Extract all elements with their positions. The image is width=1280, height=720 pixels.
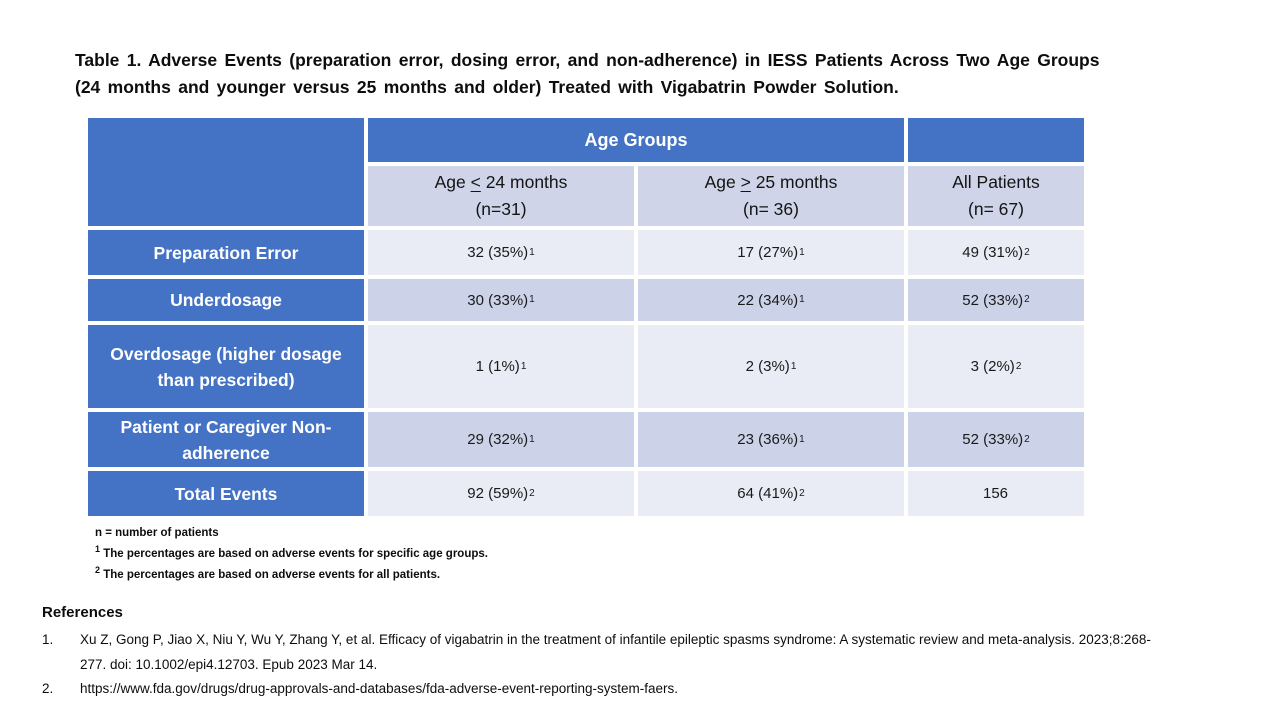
reference-url: https://www.fda.gov/drugs/drug-approvals… — [80, 681, 679, 696]
footnote-n: n = number of patients — [95, 526, 219, 539]
table-cell: 156 — [908, 471, 1084, 516]
header-stub-cell — [88, 118, 364, 226]
table-cell: 52 (33%) 2 — [908, 279, 1084, 321]
reference-item: 1. Xu Z, Gong P, Jiao X, Niu Y, Wu Y, Zh… — [42, 628, 1170, 677]
column-header-n: (n= 36) — [743, 199, 799, 219]
table-cell: 29 (32%) 1 — [368, 412, 634, 467]
table-cell: 1 (1%) 1 — [368, 325, 634, 408]
footnote-1: 1 The percentages are based on adverse e… — [95, 543, 488, 560]
table-cell: 52 (33%) 2 — [908, 412, 1084, 467]
row-label-overdosage: Overdosage (higher dosage than prescribe… — [88, 325, 364, 408]
table-cell: 49 (31%) 2 — [908, 230, 1084, 275]
table-caption-line2: (24 months and younger versus 25 months … — [75, 77, 899, 97]
column-header-age-over-25: Age > 25 months (n= 36) — [638, 166, 904, 226]
table-cell: 64 (41%) 2 — [638, 471, 904, 516]
adverse-events-table: Age Groups Age < 24 months (n=31) Age > … — [88, 118, 1084, 516]
row-label-underdosage: Underdosage — [88, 279, 364, 321]
header-corner-cell — [908, 118, 1084, 162]
row-label-preparation-error: Preparation Error — [88, 230, 364, 275]
column-header-line1: All Patients — [952, 172, 1040, 192]
table-cell: 23 (36%) 1 — [638, 412, 904, 467]
references-heading: References — [42, 604, 123, 621]
reference-number: 1. — [42, 632, 54, 647]
table-cell: 92 (59%) 2 — [368, 471, 634, 516]
column-header-n: (n= 67) — [968, 199, 1024, 219]
footnote-2: 2 The percentages are based on adverse e… — [95, 564, 441, 581]
geq-sign: > — [740, 172, 751, 192]
table-caption: Table 1. Adverse Events (preparation err… — [75, 47, 1120, 101]
table-cell: 30 (33%) 1 — [368, 279, 634, 321]
row-label-non-adherence: Patient or Caregiver Non-adherence — [88, 412, 364, 467]
references-section: References 1. Xu Z, Gong P, Jiao X, Niu … — [42, 604, 1170, 702]
column-header-all-patients: All Patients (n= 67) — [908, 166, 1084, 226]
table-cell: 17 (27%) 1 — [638, 230, 904, 275]
column-header-age-under-24: Age < 24 months (n=31) — [368, 166, 634, 226]
reference-text: Xu Z, Gong P, Jiao X, Niu Y, Wu Y, Zhang… — [80, 632, 1151, 672]
column-header-line1: Age < 24 months — [434, 172, 568, 192]
table-cell: 32 (35%) 1 — [368, 230, 634, 275]
group-header-cell: Age Groups — [368, 118, 904, 162]
table-footnotes: n = number of patients 1 The percentages… — [95, 520, 488, 582]
row-label-total-events: Total Events — [88, 471, 364, 516]
reference-number: 2. — [42, 681, 54, 696]
table-cell: 22 (34%) 1 — [638, 279, 904, 321]
table-cell: 2 (3%) 1 — [638, 325, 904, 408]
table-cell: 3 (2%) 2 — [908, 325, 1084, 408]
table-caption-line1: Table 1. Adverse Events (preparation err… — [75, 50, 1100, 70]
column-header-n: (n=31) — [475, 199, 527, 219]
reference-item: 2. https://www.fda.gov/drugs/drug-approv… — [42, 677, 1170, 702]
column-header-line1: Age > 25 months — [704, 172, 838, 192]
leq-sign: < — [470, 172, 481, 192]
